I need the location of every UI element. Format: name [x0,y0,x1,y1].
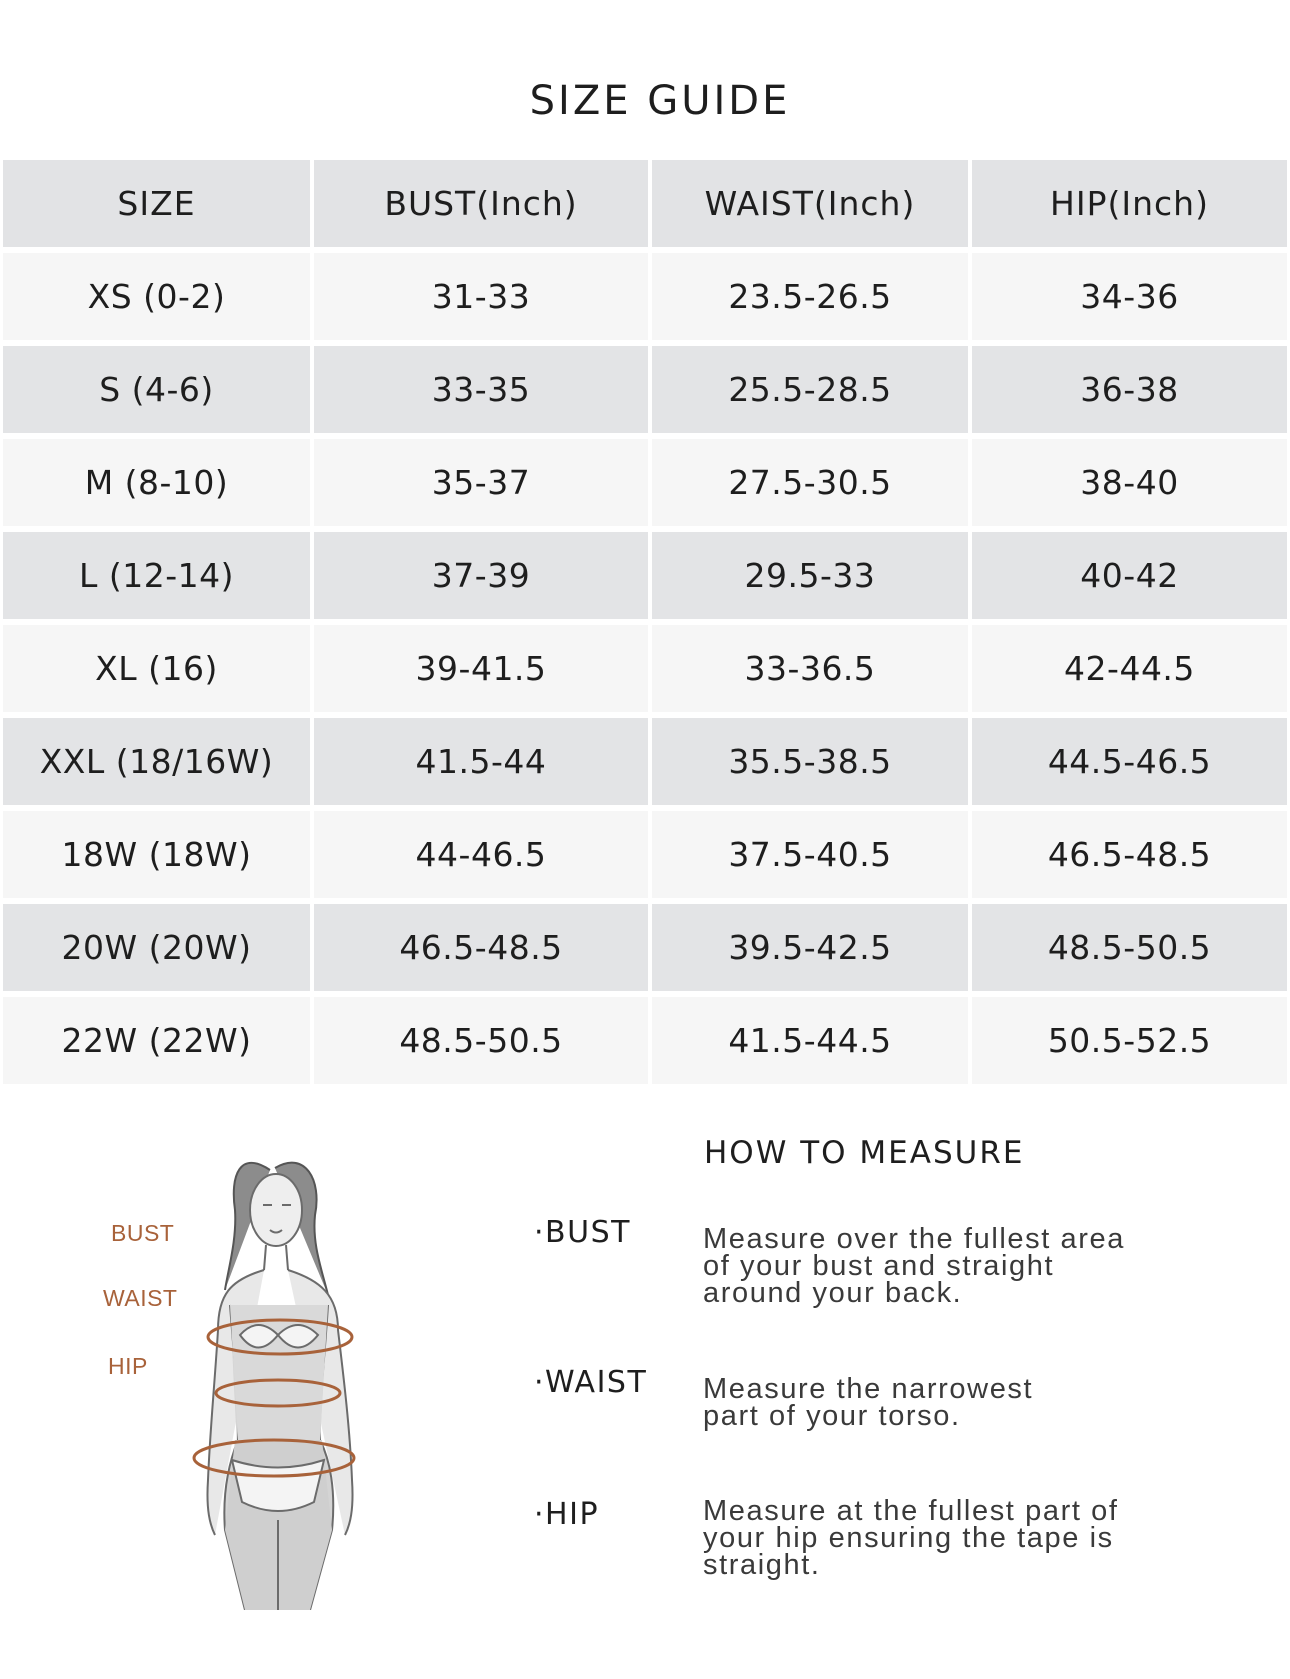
table-cell-size: XXL (18/16W) [3,718,310,805]
table-cell-waist: 29.5-33 [652,532,968,619]
table-cell-waist: 25.5-28.5 [652,346,968,433]
body-outline-icon [192,1161,356,1611]
header-size: SIZE [3,160,310,247]
table-cell-bust: 44-46.5 [314,811,648,898]
table-cell-hip: 48.5-50.5 [972,904,1287,991]
table-cell-bust: 37-39 [314,532,648,619]
how-to-measure-heading: HOW TO MEASURE [704,1135,1025,1171]
table-cell-waist: 23.5-26.5 [652,253,968,340]
description-line: Measure at the fullest part of [703,1495,1119,1527]
page-title: SIZE GUIDE [529,78,791,124]
bust-label: BUST [111,1220,175,1246]
hip-measure-description: Measure at the fullest part of your hip … [703,1495,1173,1581]
table-cell-hip: 36-38 [972,346,1287,433]
table-cell-waist: 41.5-44.5 [652,997,968,1084]
header-waist: WAIST(Inch) [652,160,968,247]
table-cell-bust: 39-41.5 [314,625,648,712]
table-cell-bust: 35-37 [314,439,648,526]
table-cell-hip: 38-40 [972,439,1287,526]
hip-label: HIP [108,1353,148,1379]
table-cell-waist: 27.5-30.5 [652,439,968,526]
description-line: Measure the narrowest [703,1373,1034,1405]
table-cell-size: XL (16) [3,625,310,712]
table-cell-bust: 31-33 [314,253,648,340]
table-cell-hip: 34-36 [972,253,1287,340]
description-line: of your bust and straight [703,1250,1055,1282]
table-cell-hip: 46.5-48.5 [972,811,1287,898]
table-cell-hip: 42-44.5 [972,625,1287,712]
waist-measure-label: ·WAIST [534,1365,648,1400]
table-cell-bust: 33-35 [314,346,648,433]
table-cell-waist: 37.5-40.5 [652,811,968,898]
table-cell-size: XS (0-2) [3,253,310,340]
waist-label: WAIST [103,1285,178,1311]
table-cell-size: 18W (18W) [3,811,310,898]
table-cell-waist: 33-36.5 [652,625,968,712]
waist-measure-description: Measure the narrowest part of your torso… [703,1373,1173,1432]
description-line: straight. [703,1549,821,1581]
description-line: your hip ensuring the tape is [703,1522,1114,1554]
description-line: part of your torso. [703,1400,961,1432]
table-cell-bust: 46.5-48.5 [314,904,648,991]
header-bust: BUST(Inch) [314,160,648,247]
table-cell-hip: 50.5-52.5 [972,997,1287,1084]
hip-measure-label: ·HIP [534,1497,600,1532]
table-cell-waist: 39.5-42.5 [652,904,968,991]
table-cell-hip: 40-42 [972,532,1287,619]
table-cell-size: M (8-10) [3,439,310,526]
bust-measure-description: Measure over the fullest area of your bu… [703,1223,1173,1309]
table-cell-waist: 35.5-38.5 [652,718,968,805]
table-cell-hip: 44.5-46.5 [972,718,1287,805]
table-cell-size: 20W (20W) [3,904,310,991]
bust-measure-label: ·BUST [534,1215,631,1250]
description-line: Measure over the fullest area [703,1223,1125,1255]
table-cell-bust: 41.5-44 [314,718,648,805]
table-cell-size: L (12-14) [3,532,310,619]
table-cell-size: 22W (22W) [3,997,310,1084]
table-cell-size: S (4-6) [3,346,310,433]
body-figure-illustration: BUST WAIST HIP [100,1130,400,1611]
size-table: SIZE BUST(Inch) WAIST(Inch) HIP(Inch) XS… [3,160,1287,1084]
description-line: around your back. [703,1277,963,1309]
table-cell-bust: 48.5-50.5 [314,997,648,1084]
header-hip: HIP(Inch) [972,160,1287,247]
